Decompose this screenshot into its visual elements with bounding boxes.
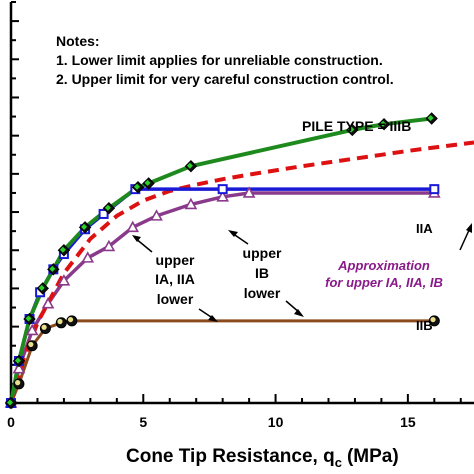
series-line-iiib — [9, 116, 432, 404]
series-line-approximation — [9, 140, 474, 404]
data-point-iib — [428, 315, 440, 327]
data-point-ib — [81, 251, 95, 263]
series-line-ib — [9, 191, 435, 404]
data-point-iiib — [78, 221, 92, 234]
series-line-iia — [9, 187, 435, 404]
arrow-approximation — [459, 223, 472, 251]
data-point-ib — [25, 323, 39, 336]
data-point-iib — [13, 378, 25, 390]
data-point-ib — [102, 239, 116, 252]
x-axis-title-main: Cone Tip Resistance, q — [126, 446, 335, 467]
x-axis-title-unit: (MPa) — [347, 446, 399, 467]
data-point-iib — [26, 340, 38, 352]
arrow-upper-ia-iia — [132, 235, 153, 253]
data-point-ib — [126, 220, 140, 233]
data-point-iiib — [377, 118, 391, 131]
x-tick-label: 10 — [268, 414, 284, 430]
series-layer — [4, 112, 474, 410]
data-point-ib — [242, 186, 256, 198]
data-point-iiib — [142, 177, 155, 190]
annotation-approximation-line-1: Approximation — [337, 258, 430, 273]
series-line-iib — [9, 319, 435, 404]
annotation-upper-ia-iia-line-1: upper — [156, 252, 195, 268]
arrow-lower-ia-iia — [198, 308, 218, 322]
series-label-iia: IIA — [416, 221, 433, 236]
axes-layer: 0 5 10 15 — [7, 1, 474, 430]
data-point-iia — [217, 184, 228, 195]
pile-type-label: PILE TYPE = IIIB — [302, 118, 411, 134]
data-point-ib — [184, 197, 198, 210]
x-axis-title: Cone Tip Resistance, qc (MPa) — [126, 446, 399, 470]
data-point-iiib — [47, 263, 60, 276]
note-item-1: 1. Lower limit applies for unreliable co… — [56, 52, 383, 68]
data-point-ib — [12, 361, 26, 374]
x-tick-label: 5 — [139, 414, 147, 430]
x-axis-title-subscript: c — [335, 455, 342, 470]
data-point-iiib — [346, 123, 359, 137]
data-point-iiib — [425, 112, 438, 125]
data-point-ib — [150, 209, 163, 221]
series-label-iib: IIB — [416, 318, 433, 333]
data-point-iiib — [131, 181, 145, 194]
notes-heading: Notes: — [56, 33, 100, 49]
annotation-upper-ib-line-2: IB — [255, 265, 269, 281]
x-tick-label: 0 — [7, 414, 15, 430]
annotation-approximation-line-2: for upper IA, IIA, IB — [325, 275, 443, 290]
annotation-upper-ia-iia-line-3: lower — [157, 291, 194, 307]
arrow-upper-ib — [228, 230, 249, 245]
data-point-ib — [216, 190, 230, 202]
data-point-iia — [429, 184, 440, 195]
annotation-upper-ib-line-1: upper — [243, 245, 282, 261]
data-point-iiib — [184, 160, 198, 173]
data-point-iiib — [23, 312, 36, 326]
data-point-iib — [39, 323, 51, 335]
data-point-iiib — [4, 396, 18, 410]
data-point-iib — [55, 317, 67, 329]
data-point-iiib — [36, 282, 49, 295]
data-point-iia — [98, 208, 109, 219]
note-item-2: 2. Upper limit for very careful construc… — [56, 71, 394, 87]
data-point-iiib — [102, 202, 116, 215]
annotation-upper-ia-iia-line-2: IA, IIA — [155, 271, 195, 287]
data-point-iiib — [12, 354, 26, 368]
annotation-upper-ib-line-3: lower — [244, 285, 281, 301]
data-point-iib — [66, 315, 78, 327]
x-tick-label: 15 — [400, 414, 416, 430]
data-point-ib — [57, 274, 71, 286]
data-point-ib — [41, 297, 55, 309]
arrow-lower-ib — [285, 300, 304, 317]
data-point-iiib — [57, 244, 71, 257]
